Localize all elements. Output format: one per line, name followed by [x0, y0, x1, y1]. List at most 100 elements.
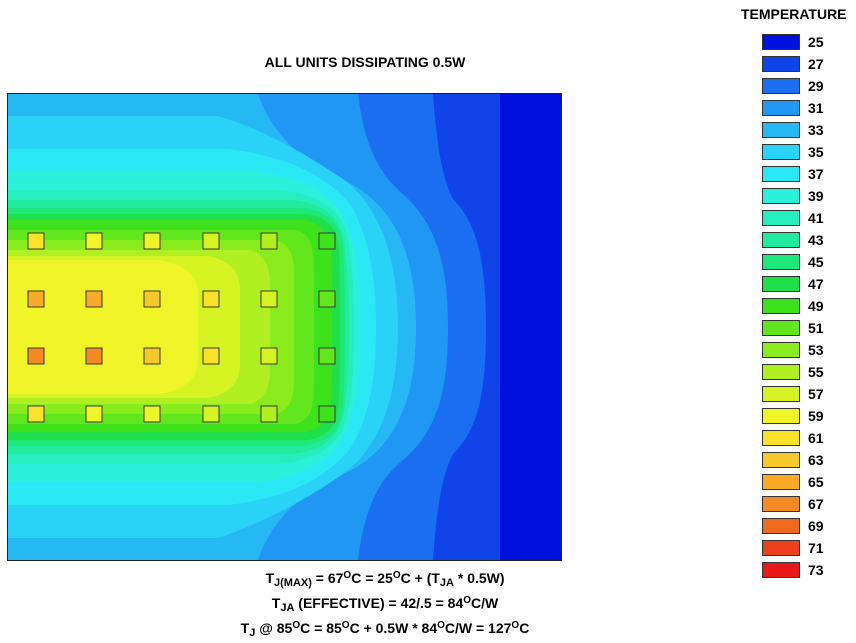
legend-label: 45: [808, 254, 824, 270]
legend-label: 37: [808, 166, 824, 182]
unit-square: [143, 290, 161, 308]
legend-item: 67: [762, 493, 824, 515]
unit-grid: [27, 232, 336, 423]
legend-swatch: [762, 496, 800, 512]
unit-square: [85, 347, 103, 365]
legend-label: 43: [808, 232, 824, 248]
legend-item: 39: [762, 185, 824, 207]
legend-swatch: [762, 364, 800, 380]
legend-swatch: [762, 56, 800, 72]
legend-swatch: [762, 34, 800, 50]
legend-label: 31: [808, 100, 824, 116]
legend-label: 51: [808, 320, 824, 336]
unit-square: [143, 232, 161, 250]
legend-label: 29: [808, 78, 824, 94]
unit-square: [202, 232, 220, 250]
legend-swatch: [762, 188, 800, 204]
legend-label: 61: [808, 430, 824, 446]
unit-square: [202, 405, 220, 423]
unit-square: [260, 405, 278, 423]
legend-item: 65: [762, 471, 824, 493]
legend-item: 63: [762, 449, 824, 471]
unit-square: [260, 290, 278, 308]
legend-swatch: [762, 320, 800, 336]
thermal-map: [7, 93, 562, 561]
unit-square: [85, 232, 103, 250]
legend-item: 31: [762, 97, 824, 119]
unit-square: [260, 232, 278, 250]
legend-swatch: [762, 166, 800, 182]
legend-item: 45: [762, 251, 824, 273]
unit-square: [318, 232, 336, 250]
legend-swatch: [762, 100, 800, 116]
legend-item: 55: [762, 361, 824, 383]
legend-item: 71: [762, 537, 824, 559]
legend-swatch: [762, 474, 800, 490]
legend-label: 67: [808, 496, 824, 512]
unit-square: [202, 290, 220, 308]
legend-swatch: [762, 254, 800, 270]
legend-label: 47: [808, 276, 824, 292]
unit-square: [27, 290, 45, 308]
legend-title: TEMPERATURE: [741, 6, 847, 22]
unit-square: [85, 405, 103, 423]
legend-swatch: [762, 210, 800, 226]
unit-square: [202, 347, 220, 365]
unit-square: [143, 347, 161, 365]
legend-label: 41: [808, 210, 824, 226]
legend-swatch: [762, 452, 800, 468]
legend-item: 53: [762, 339, 824, 361]
legend-label: 33: [808, 122, 824, 138]
equation-tja-effective: TJA (EFFECTIVE) = 42/.5 = 84OC/W: [271, 595, 499, 614]
equation-tj-85c: TJ @ 85OC = 85OC + 0.5W * 84OC/W = 127OC: [240, 620, 530, 639]
legend-item: 61: [762, 427, 824, 449]
legend-swatch: [762, 562, 800, 578]
legend-swatch: [762, 430, 800, 446]
unit-square: [318, 290, 336, 308]
unit-square: [27, 405, 45, 423]
legend-label: 69: [808, 518, 824, 534]
unit-square: [143, 405, 161, 423]
legend-swatch: [762, 276, 800, 292]
legend-label: 73: [808, 562, 824, 578]
legend-label: 25: [808, 34, 824, 50]
legend-label: 35: [808, 144, 824, 160]
legend-label: 53: [808, 342, 824, 358]
legend-swatch: [762, 518, 800, 534]
legend-item: 57: [762, 383, 824, 405]
unit-square: [85, 290, 103, 308]
equation-tj-max: TJ(MAX) = 67OC = 25OC + (TJA * 0.5W): [265, 570, 505, 589]
legend-item: 37: [762, 163, 824, 185]
legend-item: 69: [762, 515, 824, 537]
contour-band-59: [8, 260, 198, 394]
legend-label: 27: [808, 56, 824, 72]
legend-label: 39: [808, 188, 824, 204]
legend-label: 55: [808, 364, 824, 380]
legend-item: 35: [762, 141, 824, 163]
legend-item: 33: [762, 119, 824, 141]
legend-swatch: [762, 342, 800, 358]
legend-swatch: [762, 122, 800, 138]
legend-swatch: [762, 540, 800, 556]
legend-item: 51: [762, 317, 824, 339]
thermal-contour-plot: [8, 94, 561, 560]
legend-item: 47: [762, 273, 824, 295]
unit-square: [27, 347, 45, 365]
legend-swatch: [762, 78, 800, 94]
legend-label: 57: [808, 386, 824, 402]
unit-square: [318, 347, 336, 365]
legend-swatch: [762, 144, 800, 160]
legend-item: 27: [762, 53, 824, 75]
legend-label: 49: [808, 298, 824, 314]
legend-item: 29: [762, 75, 824, 97]
legend-item: 43: [762, 229, 824, 251]
legend-swatch: [762, 408, 800, 424]
legend-item: 73: [762, 559, 824, 581]
legend-item: 41: [762, 207, 824, 229]
diagram-title: ALL UNITS DISSIPATING 0.5W: [264, 54, 466, 70]
legend-item: 49: [762, 295, 824, 317]
legend-item: 25: [762, 31, 824, 53]
legend-label: 71: [808, 540, 824, 556]
legend-item: 59: [762, 405, 824, 427]
unit-square: [260, 347, 278, 365]
